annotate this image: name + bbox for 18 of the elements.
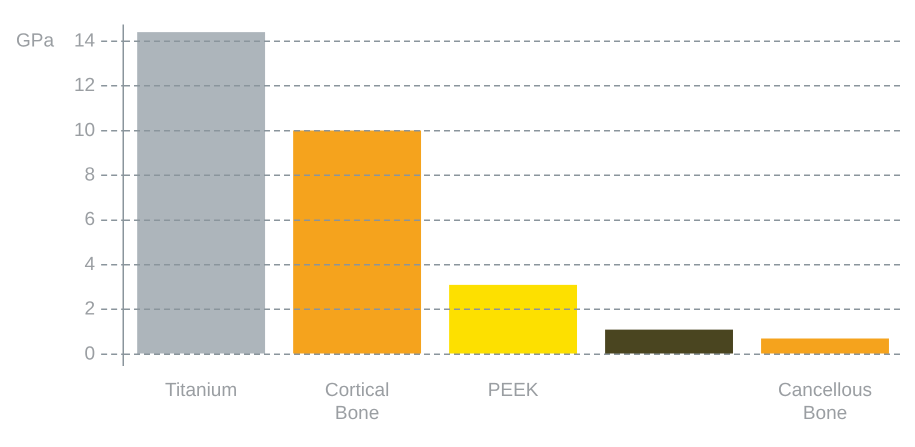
bar (761, 338, 889, 354)
y-tick-label: 12 (74, 75, 96, 96)
y-tick-label: 2 (84, 298, 96, 320)
y-tick-label: 8 (84, 164, 96, 186)
bar (137, 32, 266, 354)
y-tick-label: 4 (84, 254, 96, 275)
bar (449, 284, 578, 354)
x-tick-label: Cancellous Bone (778, 380, 872, 424)
bar (293, 130, 422, 354)
x-tick-label: PEEK (488, 380, 539, 402)
y-tick-label: 14 (74, 30, 96, 52)
y-tick-label: 0 (84, 343, 96, 364)
x-tick-label: Titanium (165, 380, 238, 402)
x-tick-label: Cortical Bone (324, 380, 390, 424)
y-tick-label: 10 (74, 120, 96, 141)
y-axis-title: GPa (16, 30, 54, 52)
y-tick-label: 6 (84, 209, 96, 230)
bar (605, 330, 733, 354)
